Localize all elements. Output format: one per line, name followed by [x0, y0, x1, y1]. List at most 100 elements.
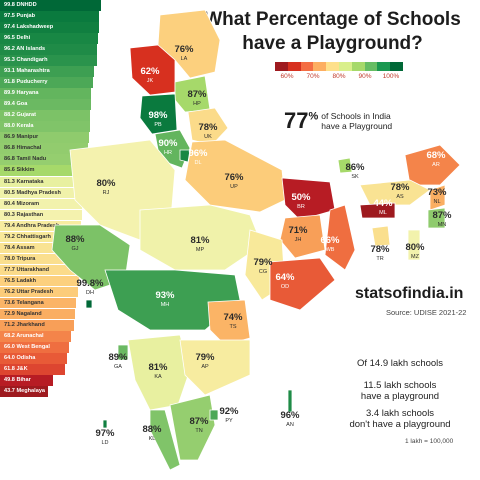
map-label-pb-pct: 98%: [148, 110, 168, 121]
ranking-item: 80.4 Mizoram: [0, 198, 83, 210]
map-label-ar-pct: 68%: [426, 150, 446, 161]
legend-swatch: [300, 62, 314, 71]
map-label-ka-code: KA: [154, 374, 162, 380]
ranking-item: 86.8 Himachal: [0, 143, 89, 154]
region-UP: [184, 139, 286, 213]
ranking-item: 77.7 Uttarakhand: [0, 264, 80, 276]
stat-total: Of 14.9 lakh schools: [356, 358, 444, 369]
map-label-up-code: UP: [230, 184, 238, 190]
region-AN: [287, 389, 293, 413]
map-label-br-code: BR: [297, 204, 305, 210]
region-ML: [359, 202, 396, 219]
ranking-item: 97.4 Lakshadweep: [0, 22, 99, 33]
map-label-dl-pct: 96%: [188, 148, 208, 159]
map-label-hr-code: HR: [164, 150, 172, 156]
map-label-nl-code: NL: [433, 199, 440, 205]
map-label-dh-pct: 99.8%: [77, 278, 104, 289]
region-SK: [337, 157, 353, 174]
map-label-mh-code: MH: [161, 302, 170, 308]
ranking-item: 43.7 Meghalaya: [0, 386, 48, 397]
title-line-2: have a Playground?: [242, 33, 423, 54]
map-label-tr-pct: 78%: [370, 244, 390, 255]
region-AP: [179, 339, 251, 396]
region-AS: [359, 179, 431, 206]
map-label-uk-code: UK: [204, 134, 212, 140]
region-MN: [427, 207, 446, 229]
map-label-ka-pct: 81%: [148, 362, 168, 373]
legend-swatch: [313, 62, 327, 71]
map-label-ml-code: ML: [379, 210, 387, 216]
ranking-item: 71.2 Jharkhand: [0, 319, 74, 331]
map-label-kl-pct: 88%: [142, 424, 162, 435]
ranking-item: 76.2 Uttar Pradesh: [0, 286, 79, 298]
region-GA: [117, 344, 129, 361]
chart-title: What Percentage of Schools have a Playgr…: [200, 8, 465, 56]
map-label-as-code: AS: [396, 194, 404, 200]
map-label-dh-code: DH: [86, 290, 94, 296]
map-label-ld-pct: 97%: [95, 428, 115, 439]
ranking-item: 66.0 West Bengal: [0, 341, 69, 353]
title-line-1: What Percentage of Schools: [204, 9, 461, 30]
ranking-item: 80.3 Rajasthan: [0, 209, 83, 221]
legend-tick: 80%: [332, 73, 346, 80]
ranking-item: 95.3 Chandigarh: [0, 55, 97, 66]
map-label-kl-code: KL: [149, 436, 156, 442]
stat-without-playground: 3.4 lakh schools don't have a playground: [349, 408, 451, 430]
map-label-od-pct: 64%: [275, 272, 295, 283]
map-label-rj-pct: 80%: [96, 178, 116, 189]
map-label-an-pct: 96%: [280, 410, 300, 421]
map-label-la-pct: 76%: [174, 44, 194, 55]
ranking-item: 78.0 Tripura: [0, 253, 81, 265]
legend-swatch: [377, 62, 391, 71]
map-label-ap-pct: 79%: [195, 352, 215, 363]
legend-swatch: [287, 62, 301, 71]
legend-tick: 60%: [280, 73, 294, 80]
region-KL: [149, 409, 181, 471]
ranking-item: 97.5 Punjab: [0, 11, 99, 22]
ranking-item: 91.8 Puducherry: [0, 77, 94, 88]
map-label-mp-code: MP: [196, 247, 205, 253]
map-label-gj-code: GJ: [71, 246, 78, 252]
ranking-item: 93.1 Maharashtra: [0, 66, 95, 77]
headline-stat: 77% of Schools in India have a Playgroun…: [284, 108, 392, 134]
ranking-item: 68.2 Arunachal: [0, 330, 71, 342]
ranking-item: 61.8 J&K: [0, 364, 65, 375]
map-label-py-code: PY: [225, 418, 233, 424]
map-label-jk-pct: 62%: [140, 66, 160, 77]
map-label-ts-pct: 74%: [223, 312, 243, 323]
map-label-mz-code: MZ: [411, 254, 420, 260]
legend-swatch: [275, 62, 288, 71]
map-label-br-pct: 50%: [291, 192, 311, 203]
map-label-wb-code: WB: [326, 247, 335, 253]
region-UK: [187, 107, 229, 146]
map-label-ga-pct: 89%: [108, 352, 128, 363]
legend-swatch: [326, 62, 339, 71]
ranking-item: 85.6 Sikkim: [0, 165, 88, 177]
ranking-item: 76.5 Ladakh: [0, 275, 79, 287]
ranking-item: 72.9 Nagaland: [0, 308, 76, 320]
legend-swatch: [364, 62, 378, 71]
map-label-tn-pct: 87%: [189, 416, 209, 427]
ranking-item: 49.8 Bihar: [0, 375, 54, 386]
region-MZ: [407, 229, 421, 261]
legend-swatch: [351, 62, 365, 71]
color-legend: 60% 70% 80% 90% 100%: [275, 62, 403, 81]
map-label-ar-code: AR: [432, 162, 440, 168]
map-label-od-code: OD: [281, 284, 289, 290]
ranking-item: 80.5 Madhya Pradesh: [0, 187, 83, 199]
ranking-item: 79.2 Chhattisgarh: [0, 231, 82, 243]
ranking-item: 86.9 Manipur: [0, 132, 89, 143]
ranking-item: 88.2 Gujarat: [0, 110, 90, 121]
legend-swatch: [338, 62, 352, 71]
map-label-py-pct: 92%: [219, 406, 239, 417]
map-label-mz-pct: 80%: [405, 242, 425, 253]
map-label-hp-code: HP: [193, 101, 201, 107]
ranking-item: 86.8 Tamil Nadu: [0, 154, 89, 166]
headline-percent: 77%: [284, 108, 319, 133]
map-label-rj-code: RJ: [103, 190, 110, 196]
map-label-jh-pct: 71%: [288, 225, 308, 236]
map-label-mh-pct: 93%: [155, 290, 175, 301]
map-label-hr-pct: 90%: [158, 138, 178, 149]
map-label-jh-code: JH: [295, 237, 302, 243]
